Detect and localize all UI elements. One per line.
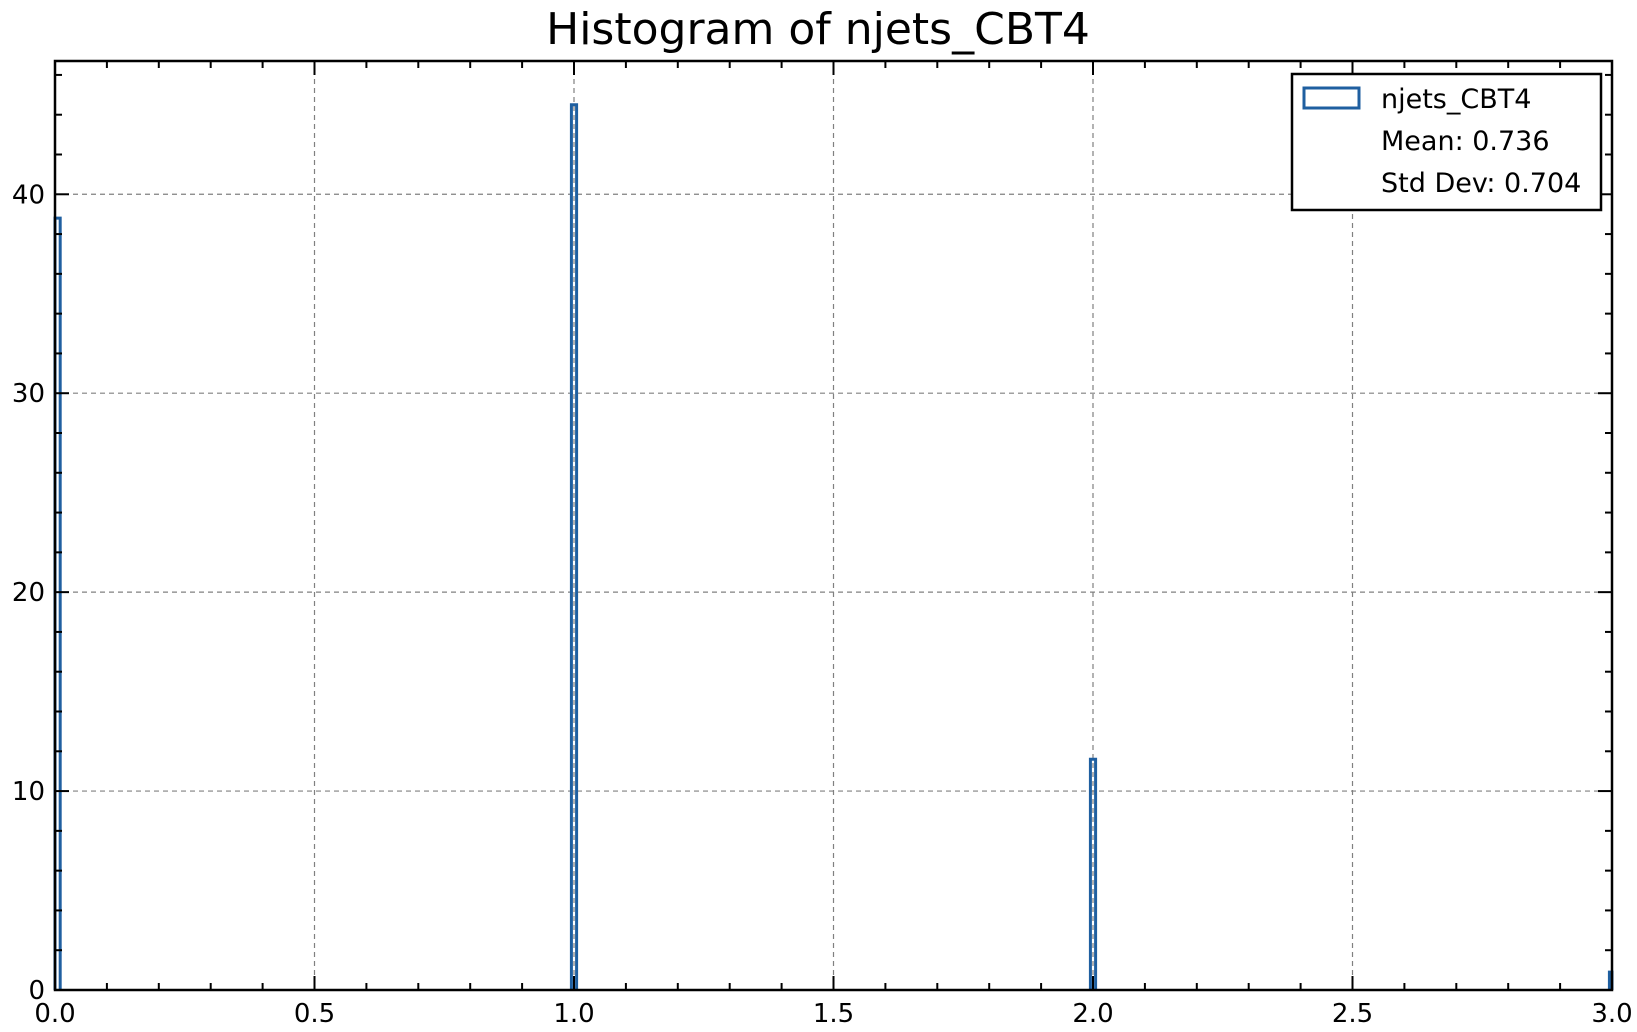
- y-tick-label: 0: [28, 976, 45, 1006]
- legend-mean: Mean: 0.736: [1381, 126, 1550, 157]
- legend-std-dev: Std Dev: 0.704: [1381, 168, 1581, 199]
- legend-swatch: [1302, 86, 1361, 110]
- plot-frame: [53, 59, 1614, 992]
- x-tick-label: 1.0: [553, 999, 594, 1029]
- y-tick-label: 40: [12, 180, 45, 210]
- histogram-bin: [1088, 757, 1098, 990]
- x-tick-label: 2.5: [1332, 999, 1373, 1029]
- legend: njets_CBT4 Mean: 0.736 Std Dev: 0.704: [1290, 72, 1603, 212]
- legend-series-label: njets_CBT4: [1381, 84, 1531, 115]
- legend-box: [1290, 72, 1603, 212]
- x-tick-label: 1.5: [813, 999, 854, 1029]
- y-tick-label: 30: [12, 379, 45, 409]
- x-tick-label: 0.5: [294, 999, 335, 1029]
- y-axis-tick-labels: 0 10 20 30 40: [12, 180, 45, 1006]
- x-tick-label: 0.0: [34, 999, 75, 1029]
- histogram-bin: [569, 103, 579, 990]
- grid-lines: [55, 61, 1612, 990]
- x-axis-tick-labels: 0.0 0.5 1.0 1.5 2.0 2.5 3.0: [34, 999, 1632, 1029]
- x-tick-label: 2.0: [1072, 999, 1113, 1029]
- y-tick-label: 20: [12, 578, 45, 608]
- chart-title: Histogram of njets_CBT4: [546, 4, 1090, 55]
- x-tick-label: 3.0: [1591, 999, 1632, 1029]
- y-tick-label: 10: [12, 777, 45, 807]
